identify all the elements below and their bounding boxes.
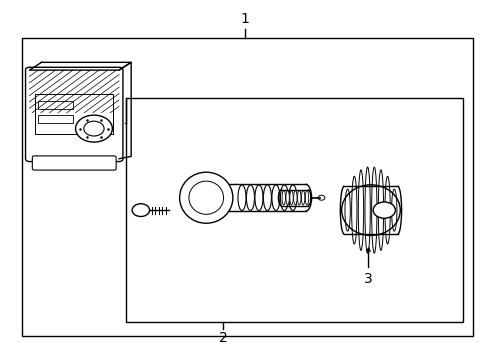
Ellipse shape <box>385 176 390 244</box>
Ellipse shape <box>282 190 286 205</box>
Ellipse shape <box>352 176 357 244</box>
Circle shape <box>75 115 112 142</box>
Ellipse shape <box>264 185 271 211</box>
Ellipse shape <box>246 185 254 211</box>
Ellipse shape <box>180 172 233 223</box>
Ellipse shape <box>297 190 301 205</box>
Circle shape <box>132 204 149 216</box>
Ellipse shape <box>358 170 364 250</box>
Ellipse shape <box>345 189 350 231</box>
FancyBboxPatch shape <box>25 67 123 162</box>
Ellipse shape <box>294 190 297 205</box>
Ellipse shape <box>365 167 370 253</box>
Ellipse shape <box>305 190 309 205</box>
Ellipse shape <box>371 167 377 253</box>
Ellipse shape <box>272 185 280 211</box>
Bar <box>22 38 473 336</box>
Text: 3: 3 <box>364 272 373 286</box>
Ellipse shape <box>301 190 305 205</box>
Circle shape <box>84 121 104 136</box>
Circle shape <box>318 195 325 200</box>
Ellipse shape <box>392 189 397 231</box>
Ellipse shape <box>255 185 263 211</box>
Ellipse shape <box>238 185 246 211</box>
Text: 1: 1 <box>241 12 249 26</box>
Text: 2: 2 <box>219 331 227 345</box>
Ellipse shape <box>286 190 289 205</box>
Ellipse shape <box>378 170 384 250</box>
FancyBboxPatch shape <box>32 156 116 170</box>
Bar <box>35 94 113 134</box>
Bar <box>38 101 73 109</box>
Circle shape <box>373 202 395 218</box>
Bar <box>126 99 463 322</box>
Ellipse shape <box>280 185 289 211</box>
Bar <box>38 116 73 123</box>
Ellipse shape <box>289 185 297 211</box>
Ellipse shape <box>290 190 293 205</box>
Ellipse shape <box>189 181 223 214</box>
